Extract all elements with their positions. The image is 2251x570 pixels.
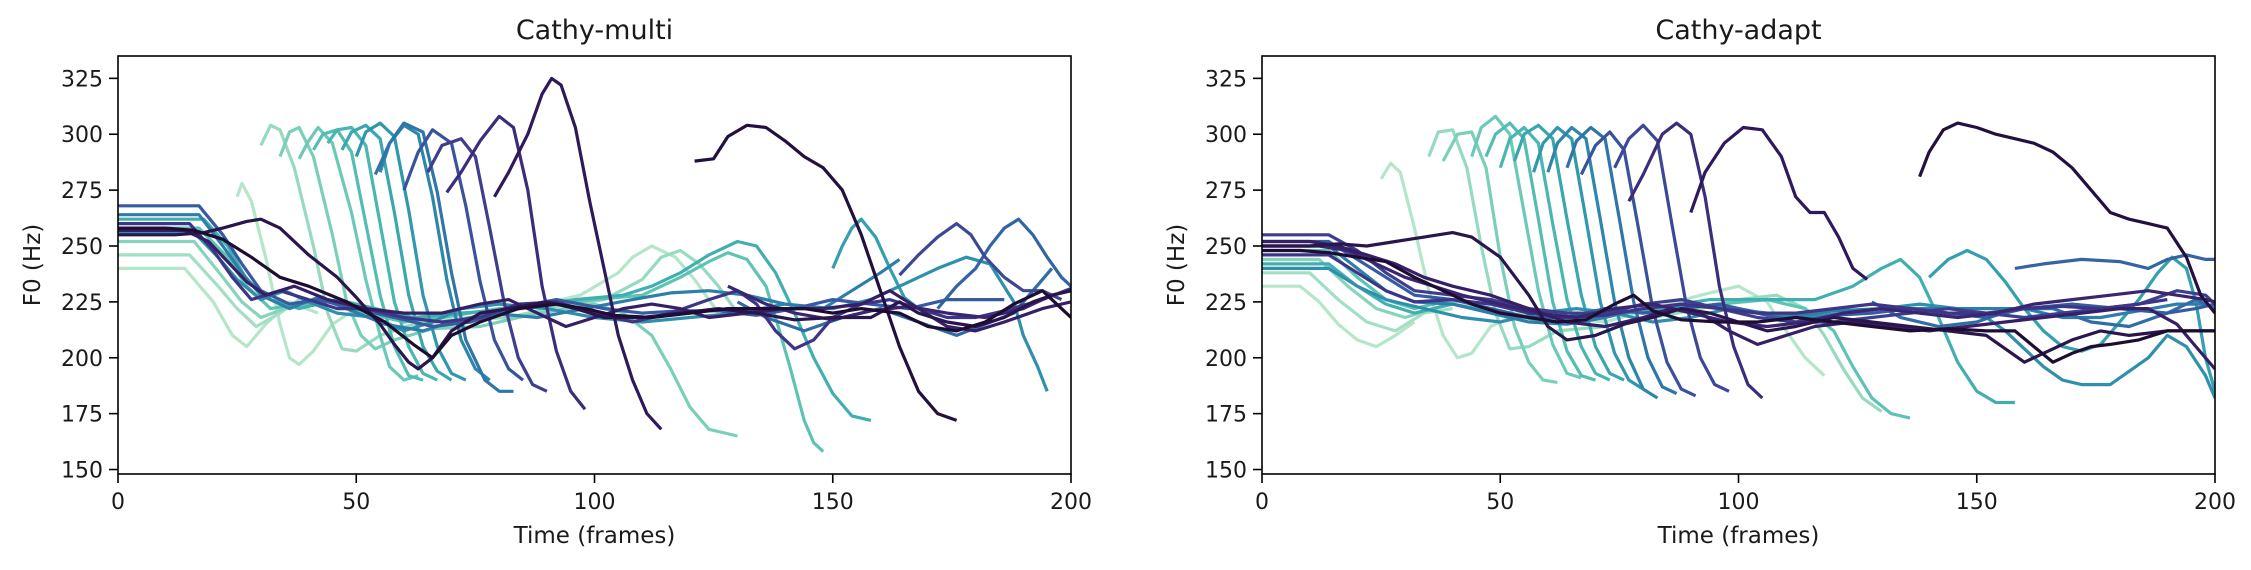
series-line-28 [118,228,1071,333]
series-line-1 [1262,284,1416,349]
series-line-10 [326,125,438,382]
series-line-23 [1613,123,1730,393]
series-line-26 [1627,121,1764,400]
y-tick-label: 225 [1205,291,1247,316]
series-line-21 [1262,239,2215,324]
series-line-24 [1262,233,2215,324]
y-tick-label: 300 [1205,123,1247,148]
series-line-18 [1565,125,1678,395]
series-line-2 [1379,161,1826,377]
y-tick-label: 325 [61,67,103,92]
x-tick-label: 0 [1255,490,1269,515]
x-tick-label: 100 [1718,490,1760,515]
x-tick-label: 200 [2194,490,2236,515]
x-tick-label: 150 [812,490,854,515]
series-line-26 [445,114,587,411]
x-axis-label: Time (frames) [1657,523,1820,549]
y-tick-label: 325 [1205,67,1247,92]
chart-panel-1: 0 50 100 150 200 150 175 200 225 250 275 300 325 Cath… [20,15,1092,549]
series-line-32 [118,226,1071,360]
axes-frame [1261,55,2216,475]
x-axis-label: Time (frames) [513,523,676,549]
y-axis-label: F0 (Hz) [1164,224,1190,307]
series-line-14 [1532,125,1645,391]
series-line-5 [118,239,309,320]
series-line-30 [1262,231,2215,364]
y-tick-label: 275 [1205,179,1247,204]
series-line-25 [1262,253,2168,320]
series-line-31 [694,123,958,422]
series-line-10 [1498,125,1611,382]
series-line-30 [118,217,1071,371]
y-tick-label: 175 [61,403,103,428]
y-tick-label: 150 [61,459,103,484]
x-tick-label: 50 [1486,490,1514,515]
series-line-24 [426,137,548,393]
chart-title: Cathy-multi [516,15,673,46]
series-line-19 [1871,298,2215,329]
series-line-12 [1512,123,1625,382]
series-line-16 [1546,125,1659,400]
y-tick-label: 250 [1205,235,1247,260]
series-line-31 [1918,121,2215,315]
y-tick-label: 275 [61,179,103,204]
y-tick-label: 200 [61,347,103,372]
series-line-23 [898,222,1063,302]
series-line-7 [1470,114,1582,380]
y-tick-label: 150 [1205,459,1247,484]
y-tick-label: 175 [1205,403,1247,428]
y-tick-label: 250 [61,235,103,260]
series-group [118,76,1071,453]
series-line-9 [312,128,424,382]
series-line-29 [1689,125,1869,281]
series-line-28 [1262,239,2215,370]
x-tick-label: 150 [1956,490,1998,515]
series-line-14 [354,121,467,382]
series-line-20 [2014,253,2215,270]
series-line-29 [493,76,663,431]
series-line-18 [373,121,514,393]
series-line-13 [831,217,920,310]
x-tick-label: 0 [111,490,125,515]
chart-title: Cathy-adapt [1655,15,1821,46]
x-tick-label: 200 [1050,490,1092,515]
x-tick-label: 50 [342,490,370,515]
series-line-22 [1579,130,1697,398]
chart-panel-2: 0 50 100 150 200 150 175 200 225 250 275 300 325 Cath… [1164,15,2236,549]
y-tick-label: 200 [1205,347,1247,372]
series-line-32 [1262,248,2215,364]
series-line-3 [118,253,301,329]
y-axis-label: F0 (Hz) [20,224,46,307]
series-group [1262,114,2215,420]
series-line-11 [1262,257,2015,405]
series-line-9 [1484,121,1596,382]
series-line-12 [340,123,453,382]
x-tick-label: 100 [574,490,616,515]
series-line-22 [402,128,524,382]
y-tick-label: 225 [61,291,103,316]
y-tick-label: 300 [61,123,103,148]
series-line-20 [936,217,1071,310]
series-line-7 [297,125,419,382]
